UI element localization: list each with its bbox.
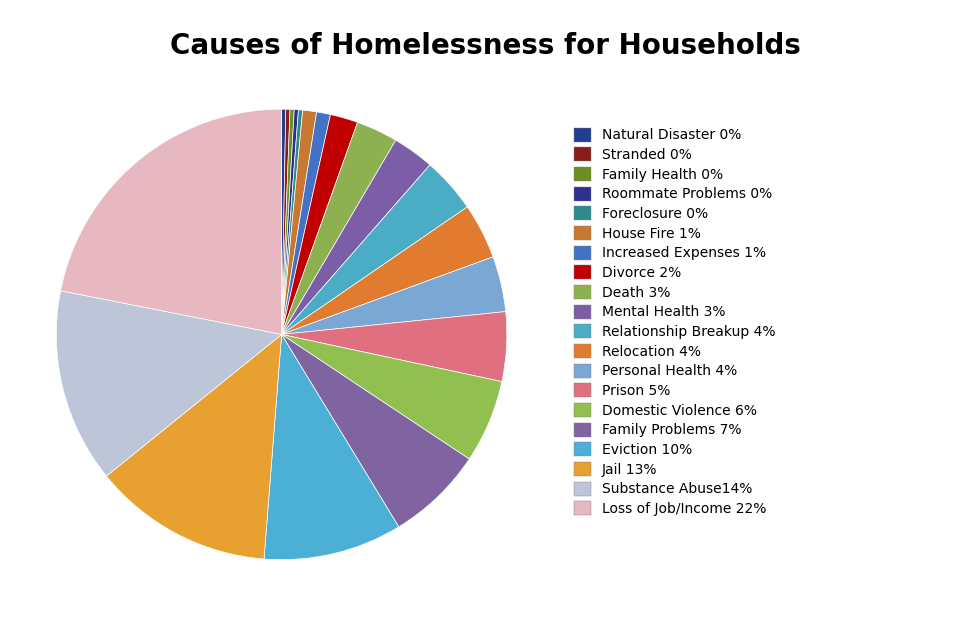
Wedge shape (282, 115, 357, 334)
Wedge shape (282, 109, 285, 334)
Wedge shape (282, 257, 506, 334)
Wedge shape (282, 165, 467, 334)
Text: Causes of Homelessness for Households: Causes of Homelessness for Households (170, 32, 801, 59)
Wedge shape (282, 110, 298, 334)
Wedge shape (60, 109, 282, 334)
Wedge shape (264, 334, 399, 560)
Legend: Natural Disaster 0%, Stranded 0%, Family Health 0%, Roommate Problems 0%, Forecl: Natural Disaster 0%, Stranded 0%, Family… (570, 124, 780, 520)
Wedge shape (282, 122, 396, 334)
Wedge shape (107, 334, 282, 559)
Wedge shape (282, 334, 469, 527)
Wedge shape (282, 334, 502, 459)
Wedge shape (282, 109, 294, 334)
Wedge shape (282, 312, 507, 382)
Wedge shape (282, 110, 303, 334)
Wedge shape (282, 109, 290, 334)
Wedge shape (56, 291, 282, 476)
Wedge shape (282, 207, 493, 334)
Wedge shape (282, 112, 330, 334)
Wedge shape (282, 110, 317, 334)
Wedge shape (282, 140, 430, 334)
